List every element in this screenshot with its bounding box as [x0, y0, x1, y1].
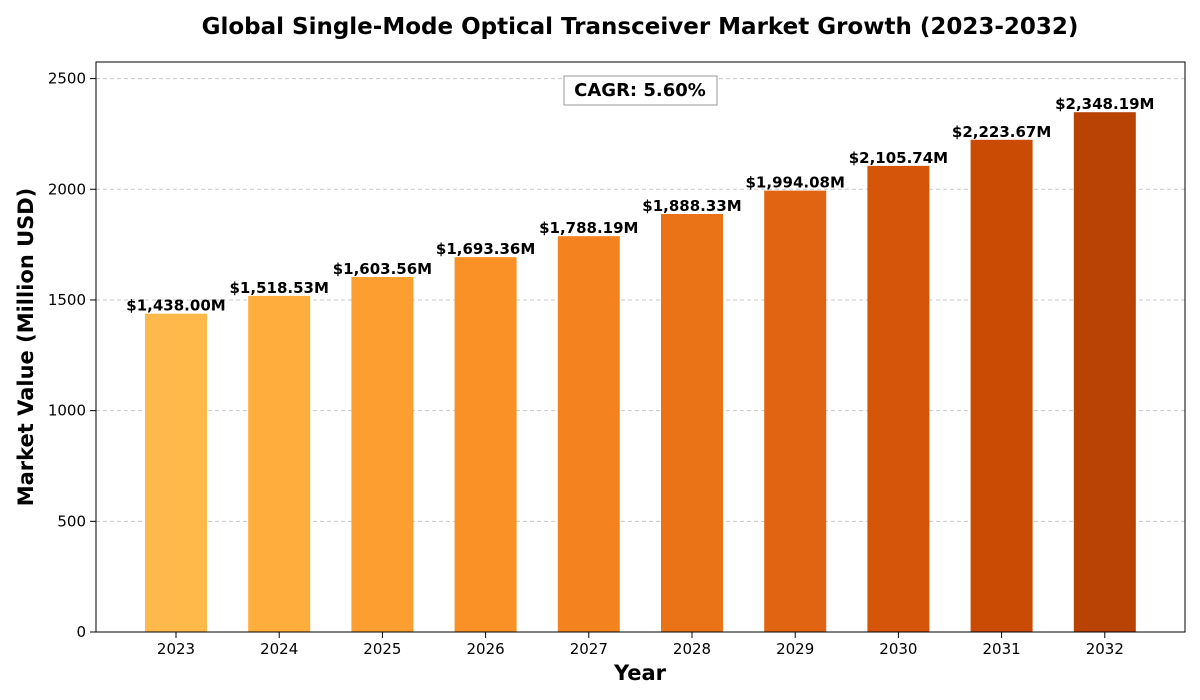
data-label: $1,438.00M	[126, 297, 225, 315]
data-label: $1,788.19M	[539, 219, 638, 237]
bar-2023	[145, 313, 207, 632]
bar-2025	[351, 277, 414, 632]
x-tick-label: 2024	[260, 640, 298, 658]
y-tick-label: 2500	[48, 70, 86, 88]
data-label: $1,693.36M	[436, 240, 535, 258]
chart-title: Global Single-Mode Optical Transceiver M…	[202, 14, 1079, 40]
data-label: $2,348.19M	[1055, 95, 1154, 113]
x-tick-label: 2028	[673, 640, 711, 658]
bar-2027	[557, 236, 620, 632]
x-axis-title: Year	[613, 661, 667, 685]
y-axis-title: Market Value (Million USD)	[14, 188, 38, 507]
y-axis-ticks: 0 500 1000 1500 2000 2500	[48, 70, 96, 641]
x-axis-ticks: 2023 2024 2025 2026 2027 2028 2029 2030 2031 2032	[157, 632, 1124, 658]
x-tick-label: 2030	[879, 640, 917, 658]
x-tick-label: 2023	[157, 640, 195, 658]
y-tick-label: 1000	[48, 402, 86, 420]
y-tick-label: 1500	[48, 291, 86, 309]
x-tick-label: 2027	[570, 640, 608, 658]
data-label: $1,603.56M	[333, 260, 432, 278]
data-label: $2,105.74M	[849, 149, 948, 167]
bar-2029	[764, 190, 827, 633]
x-tick-label: 2026	[467, 640, 505, 658]
y-tick-label: 0	[76, 623, 86, 641]
bar-2028	[661, 214, 723, 632]
bars	[145, 112, 1136, 633]
cagr-annotation-box	[563, 75, 718, 106]
data-label: $2,223.67M	[952, 123, 1051, 141]
cagr-annotation: CAGR: 5.60%	[563, 75, 718, 106]
x-tick-label: 2031	[983, 640, 1021, 658]
x-tick-label: 2032	[1086, 640, 1124, 658]
bar-2026	[454, 257, 517, 632]
data-labels: $1,438.00M $1,518.53M$1,603.56M$1,693.36M…	[126, 95, 1154, 314]
data-label: $1,994.08M	[746, 174, 845, 192]
x-tick-label: 2025	[363, 640, 401, 658]
data-label: $1,518.53M	[230, 279, 329, 297]
plot-frame	[95, 61, 1186, 633]
y-tick-label: 500	[57, 512, 86, 530]
cagr-annotation-text: CAGR: 5.60%	[574, 80, 706, 101]
bar-2030	[867, 165, 930, 632]
data-label: $1,888.33M	[642, 197, 741, 215]
bar-2024	[248, 295, 311, 632]
bar-2031	[970, 139, 1033, 632]
bar-2032	[1073, 112, 1136, 632]
y-tick-label: 2000	[48, 180, 86, 198]
x-tick-label: 2029	[776, 640, 814, 658]
